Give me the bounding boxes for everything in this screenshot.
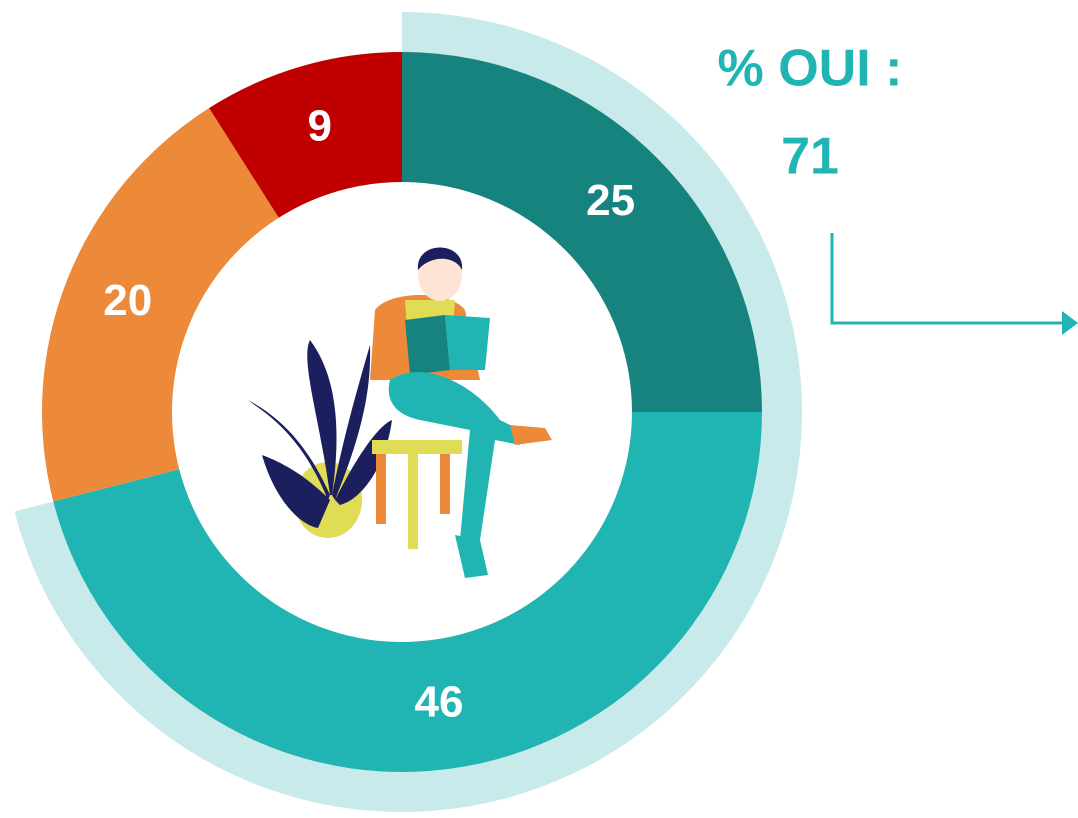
illustration bbox=[248, 247, 552, 578]
highlight-value: 71 bbox=[781, 128, 839, 186]
donut-segment bbox=[402, 52, 762, 412]
value-label: 46 bbox=[414, 677, 463, 726]
donut-segment bbox=[41, 108, 279, 502]
arrow-head bbox=[1062, 311, 1078, 335]
value-label: 25 bbox=[586, 176, 635, 225]
arrow bbox=[830, 233, 1062, 325]
value-label: 9 bbox=[307, 101, 331, 150]
donut-segment bbox=[53, 412, 763, 773]
highlight-label: % OUI : bbox=[718, 40, 903, 98]
labels: 25 46 20 9 bbox=[103, 101, 635, 726]
donut-segment bbox=[209, 52, 402, 218]
arcs bbox=[14, 12, 803, 812]
value-label: 20 bbox=[103, 276, 152, 325]
